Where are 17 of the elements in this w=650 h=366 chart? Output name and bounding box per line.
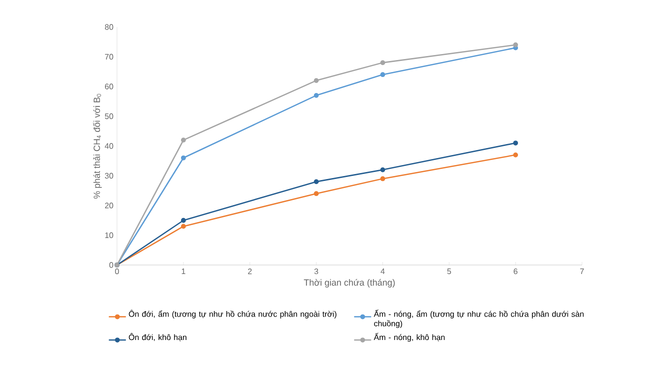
point (180, 138, 186, 142)
point (314, 92, 319, 98)
point (380, 72, 386, 78)
y-axis-title: % phát thải CH$_{4}$ đối với B$_{0}$ (93, 94, 102, 199)
point (380, 60, 386, 66)
point (513, 140, 518, 146)
point (380, 167, 386, 172)
point (180, 224, 186, 229)
point (314, 78, 319, 83)
point (513, 42, 518, 48)
point (180, 155, 186, 160)
point (380, 176, 386, 182)
x-axis-title: Thời gian chứa (tháng) (304, 278, 395, 288)
point (314, 179, 319, 184)
point (314, 191, 319, 196)
point (180, 218, 186, 223)
point (513, 152, 518, 158)
